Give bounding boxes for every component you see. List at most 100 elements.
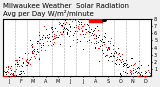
Point	[141, 75, 144, 76]
Point	[103, 56, 106, 57]
Point	[110, 55, 113, 57]
Point	[63, 27, 65, 29]
Point	[146, 75, 148, 76]
Point	[139, 73, 141, 74]
Point	[39, 38, 41, 40]
Point	[129, 75, 132, 76]
Point	[68, 35, 70, 36]
Point	[104, 19, 107, 21]
Point	[147, 75, 149, 76]
Point	[94, 38, 97, 39]
Point	[68, 23, 70, 24]
Point	[144, 73, 146, 74]
Point	[102, 35, 105, 37]
Point	[133, 64, 136, 65]
Point	[58, 32, 61, 33]
Point	[96, 41, 99, 43]
Point	[44, 37, 46, 39]
Point	[82, 26, 85, 27]
Point	[31, 52, 34, 54]
Point	[69, 19, 72, 20]
Point	[91, 30, 94, 31]
Point	[84, 28, 87, 29]
Point	[144, 75, 147, 76]
Point	[39, 49, 42, 50]
Point	[132, 75, 135, 76]
Point	[61, 33, 64, 34]
Point	[79, 23, 82, 25]
Text: Milwaukee Weather  Solar Radiation
Avg per Day W/m²/minute: Milwaukee Weather Solar Radiation Avg pe…	[3, 3, 129, 17]
Point	[20, 65, 23, 66]
Point	[126, 64, 128, 65]
Point	[66, 33, 69, 34]
Point	[80, 27, 83, 29]
Point	[49, 28, 52, 29]
Point	[9, 67, 11, 69]
Point	[52, 35, 55, 37]
Point	[31, 50, 34, 51]
Point	[29, 58, 31, 59]
Point	[22, 70, 24, 72]
Point	[61, 31, 64, 32]
Point	[86, 40, 88, 41]
Point	[102, 52, 104, 53]
Point	[15, 63, 18, 65]
Point	[105, 54, 107, 55]
Point	[28, 59, 31, 60]
Point	[140, 75, 142, 76]
Point	[62, 23, 65, 24]
Point	[33, 51, 35, 52]
Point	[130, 73, 133, 75]
Point	[115, 64, 117, 65]
Point	[19, 70, 22, 72]
Point	[150, 75, 153, 76]
Point	[77, 25, 79, 27]
Point	[60, 26, 63, 27]
Point	[34, 57, 36, 58]
Point	[112, 48, 114, 50]
Point	[117, 47, 120, 48]
Point	[36, 50, 39, 51]
Point	[133, 68, 136, 69]
Point	[119, 55, 122, 56]
Point	[43, 25, 45, 27]
Point	[127, 65, 130, 67]
Point	[2, 75, 4, 76]
Point	[104, 32, 107, 34]
Point	[119, 72, 121, 74]
Point	[62, 31, 64, 32]
Point	[148, 75, 151, 76]
Point	[146, 69, 149, 70]
Point	[50, 26, 53, 27]
Point	[21, 62, 24, 63]
Point	[65, 31, 68, 32]
Point	[96, 36, 99, 38]
Point	[74, 19, 76, 20]
Point	[94, 27, 96, 29]
Point	[109, 55, 112, 56]
Point	[57, 24, 60, 25]
Point	[102, 19, 104, 21]
Point	[88, 32, 90, 33]
Point	[40, 44, 43, 46]
Point	[121, 53, 124, 54]
Point	[11, 74, 14, 76]
Point	[129, 70, 131, 71]
Point	[16, 66, 19, 67]
Point	[148, 71, 151, 72]
Point	[4, 71, 6, 73]
Point	[107, 59, 109, 61]
Point	[7, 68, 9, 69]
Point	[67, 19, 70, 20]
Point	[59, 43, 61, 44]
Point	[14, 60, 16, 61]
Point	[106, 49, 109, 50]
Point	[16, 63, 19, 64]
Point	[84, 34, 86, 35]
Point	[84, 19, 86, 20]
Point	[83, 37, 85, 38]
Point	[84, 28, 87, 30]
Point	[6, 71, 8, 72]
Point	[4, 75, 7, 76]
Point	[13, 70, 16, 71]
